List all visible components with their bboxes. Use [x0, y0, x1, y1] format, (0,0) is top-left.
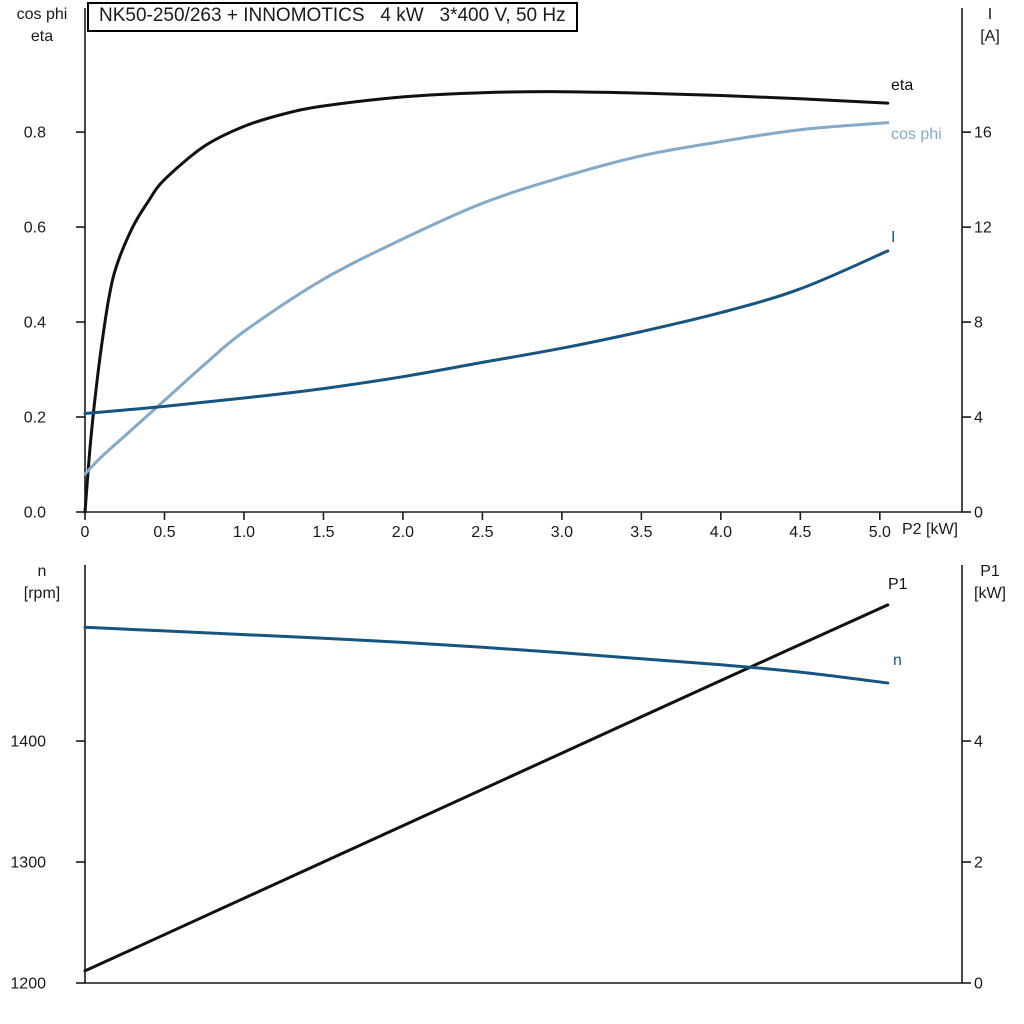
speed-axis-title-line2: [rpm] [23, 585, 61, 602]
power-axis-title-line1: P1 [980, 563, 1000, 580]
cos-phi-curve-label: cos phi [891, 126, 942, 143]
right-tick-label: 4 [974, 410, 983, 427]
right-tick-label: 0 [974, 505, 983, 522]
x-tick-label: 3.0 [551, 524, 573, 541]
x-tick-label: 3.5 [630, 524, 652, 541]
p1-curve-label: P1 [888, 576, 908, 593]
x-tick-label: 5.0 [869, 524, 891, 541]
current-curve-label: I [891, 229, 896, 246]
x-tick-label: 4.0 [710, 524, 732, 541]
bottom-right-axis-title: P1 [kW] [960, 561, 1020, 605]
right-axis-title-line1: I [987, 6, 993, 23]
x-tick-label: 1.5 [312, 524, 334, 541]
right-tick-label: 8 [974, 315, 983, 332]
left-tick-label: 0.2 [24, 410, 46, 427]
right-tick-label: 2 [974, 854, 983, 871]
chart-title: NK50-250/263 + INNOMOTICS 4 kW 3*400 V, … [87, 2, 578, 32]
left-axis-title-line2: eta [30, 28, 54, 45]
top-left-axis-title: cos phi eta [2, 4, 82, 48]
left-tick-label: 1200 [10, 976, 46, 993]
left-tick-label: 1400 [10, 734, 46, 751]
left-tick-label: 0.0 [24, 505, 46, 522]
top-right-axis-title: I [A] [960, 4, 1020, 48]
eta-curve [83, 90, 890, 514]
n-curve-label: n [893, 652, 902, 669]
left-tick-label: 1300 [10, 855, 46, 872]
eta-curve-label: eta [891, 77, 914, 94]
x-tick-label: 1.0 [233, 524, 255, 541]
x-axis-label: P2 [kW] [901, 521, 958, 538]
p1-curve [83, 603, 890, 973]
left-tick-label: 0.8 [24, 125, 46, 142]
speed-axis-title-line1: n [37, 563, 47, 580]
x-tick-label: 4.5 [789, 524, 811, 541]
current-curve [83, 249, 890, 415]
right-tick-label: 12 [974, 220, 992, 237]
right-axis-title-line2: [A] [980, 28, 1000, 45]
left-axis-title-line1: cos phi [16, 6, 68, 23]
right-tick-label: 0 [974, 976, 983, 993]
left-tick-label: 0.4 [24, 315, 46, 332]
right-tick-label: 16 [974, 125, 992, 142]
x-tick-label: 0.5 [153, 524, 175, 541]
power-axis-title-line2: [kW] [974, 585, 1006, 602]
right-tick-label: 4 [974, 733, 983, 750]
cos-phi-curve [83, 121, 890, 476]
bottom-left-axis-title: n [rpm] [2, 561, 82, 605]
x-tick-label: 0 [81, 524, 90, 541]
x-tick-label: 2.0 [392, 524, 414, 541]
x-tick-label: 2.5 [471, 524, 493, 541]
n-curve [83, 625, 890, 685]
left-tick-label: 0.6 [24, 220, 46, 237]
